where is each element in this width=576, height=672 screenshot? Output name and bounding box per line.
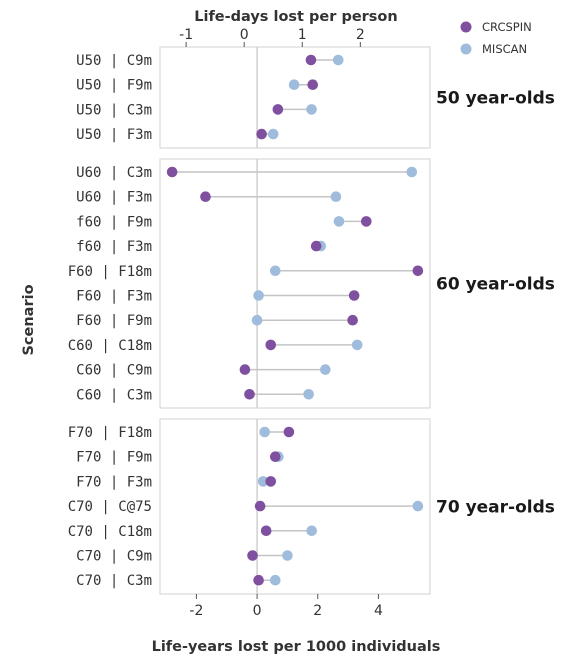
point-miscan bbox=[253, 290, 264, 301]
scenario-label: U50 | F3m bbox=[76, 127, 152, 143]
scenario-label: F70 | F9m bbox=[76, 450, 152, 466]
top-axis-tick-label: 1 bbox=[298, 27, 307, 43]
point-crcspin bbox=[166, 166, 178, 178]
scenario-label: C70 | C9m bbox=[76, 549, 152, 565]
top-axis-tick-label: -1 bbox=[179, 27, 193, 43]
bottom-axis-tick-label: 2 bbox=[313, 603, 322, 619]
legend-label: CRCSPIN bbox=[482, 20, 532, 34]
panel-label: 60 year-olds bbox=[436, 275, 555, 295]
point-crcspin bbox=[256, 128, 267, 140]
panel-frame bbox=[159, 418, 431, 595]
scenario-label: F60 | F3m bbox=[76, 289, 152, 305]
point-miscan bbox=[412, 500, 424, 512]
top-axis-title: Life-days lost per person bbox=[194, 9, 397, 25]
point-crcspin bbox=[244, 389, 255, 400]
bottom-axis-tick-label: -2 bbox=[189, 603, 203, 619]
bottom-axis-title: Life-years lost per 1000 individuals bbox=[152, 639, 441, 655]
y-axis-title: Scenario bbox=[21, 284, 37, 355]
point-crcspin bbox=[305, 54, 317, 66]
scenario-label: F70 | F18m bbox=[68, 425, 152, 441]
point-crcspin bbox=[254, 500, 266, 512]
point-miscan bbox=[306, 104, 317, 115]
scenario-label: F60 | F18m bbox=[68, 264, 152, 280]
top-axis-tick-label: 2 bbox=[356, 27, 365, 43]
scenario-label: C70 | C18m bbox=[68, 524, 152, 540]
panel-label: 50 year-olds bbox=[436, 89, 555, 109]
point-crcspin bbox=[265, 339, 277, 351]
scenario-label: f60 | F3m bbox=[76, 239, 152, 255]
point-miscan bbox=[282, 550, 293, 561]
point-miscan bbox=[257, 476, 269, 487]
point-crcspin bbox=[247, 550, 258, 561]
point-miscan bbox=[406, 166, 418, 178]
scenario-label: U60 | F3m bbox=[76, 190, 152, 206]
point-crcspin bbox=[347, 314, 358, 326]
point-miscan bbox=[320, 364, 331, 375]
point-crcspin bbox=[360, 216, 372, 227]
scenario-label: C70 | C@75 bbox=[68, 499, 152, 515]
point-miscan bbox=[288, 79, 300, 90]
point-crcspin bbox=[200, 191, 211, 202]
point-crcspin bbox=[348, 290, 360, 301]
point-crcspin bbox=[307, 79, 319, 90]
scenario-label: U60 | C3m bbox=[76, 165, 152, 181]
point-miscan bbox=[251, 314, 263, 326]
panel-frame bbox=[159, 158, 431, 409]
bottom-axis-tick-label: 0 bbox=[253, 603, 262, 619]
scenario-label: C60 | C3m bbox=[76, 387, 152, 403]
panel-label: 70 year-olds bbox=[436, 498, 555, 518]
point-crcspin bbox=[269, 451, 281, 463]
scenario-label: C60 | C9m bbox=[76, 363, 152, 379]
point-miscan bbox=[351, 339, 363, 351]
point-miscan bbox=[269, 265, 281, 277]
scenario-label: U50 | C3m bbox=[76, 102, 152, 118]
point-crcspin bbox=[253, 574, 264, 586]
point-miscan bbox=[330, 191, 342, 202]
bottom-axis-tick-label: 4 bbox=[374, 603, 383, 619]
point-crcspin bbox=[272, 104, 284, 115]
point-miscan bbox=[333, 216, 345, 227]
scenario-label: F60 | F9m bbox=[76, 313, 152, 329]
scenario-label: F70 | F3m bbox=[76, 474, 152, 490]
scenario-label: U50 | C9m bbox=[76, 53, 152, 69]
top-axis-tick-label: 0 bbox=[240, 27, 249, 43]
point-miscan bbox=[306, 525, 317, 537]
point-crcspin bbox=[239, 364, 251, 375]
point-miscan bbox=[269, 574, 281, 586]
scenario-label: C60 | C18m bbox=[68, 338, 152, 354]
panel-frame bbox=[159, 46, 431, 149]
legend-label: MISCAN bbox=[482, 42, 527, 56]
point-miscan bbox=[267, 128, 279, 140]
point-crcspin bbox=[265, 476, 277, 487]
point-crcspin bbox=[310, 240, 322, 252]
scenario-label: U50 | F9m bbox=[76, 78, 152, 94]
legend-marker-miscan bbox=[460, 43, 472, 55]
point-miscan bbox=[259, 426, 270, 438]
point-miscan bbox=[303, 389, 314, 400]
scenario-label: f60 | F9m bbox=[76, 214, 152, 230]
legend-marker-crcspin bbox=[460, 21, 472, 33]
point-crcspin bbox=[283, 426, 295, 438]
point-crcspin bbox=[412, 265, 424, 277]
point-crcspin bbox=[260, 525, 272, 537]
point-miscan bbox=[332, 54, 344, 66]
scenario-label: C70 | C3m bbox=[76, 573, 152, 589]
